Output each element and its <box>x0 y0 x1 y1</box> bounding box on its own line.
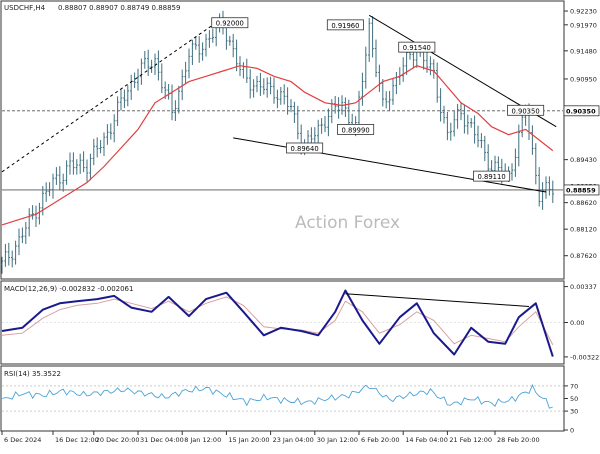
pivot-label-box <box>507 104 545 116</box>
pivot-label-box <box>211 17 249 29</box>
rsi-line <box>1 383 553 409</box>
price-axis-label: 0.92230 <box>570 8 597 16</box>
pivot-label-box <box>337 124 375 135</box>
time-axis-label: 14 Feb 04:00 <box>405 436 448 444</box>
macd-axis-label: 0.00337 <box>570 283 597 291</box>
price-level-tag <box>563 105 600 117</box>
pivot-label-box <box>286 142 324 154</box>
pivot-label: 0.91960 <box>331 22 359 30</box>
pivot-label: 0.92000 <box>216 20 244 28</box>
pivot-label: 0.91540 <box>403 44 431 52</box>
price-axis-label: 0.87620 <box>570 252 597 260</box>
time-axis-label: 15 Jan 20:00 <box>228 436 269 444</box>
price-axis-label: 0.90950 <box>570 75 597 83</box>
ohlc-values: 0.88807 0.88907 0.88749 0.88859 <box>58 4 180 12</box>
macd-title: MACD(12,26,9) -0.002832 -0.002061 <box>4 285 133 293</box>
macd-line <box>1 289 554 357</box>
trendline <box>233 137 547 193</box>
time-axis-label: 16 Dec 12:00 <box>55 436 99 444</box>
price-level-tag <box>563 184 600 196</box>
pivot-label-box <box>473 170 511 182</box>
rsi-axis-label: 50 <box>570 395 578 403</box>
time-axis-label: 8 Jan 12:00 <box>184 436 221 444</box>
price-axis-label: 0.89430 <box>570 156 597 164</box>
time-axis-label: 20 Dec 20:00 <box>96 436 140 444</box>
time-axis-label: 23 Jan 04:00 <box>273 436 314 444</box>
time-axis-label: 28 Feb 20:00 <box>497 436 540 444</box>
price-axis-label: 0.91480 <box>570 47 597 55</box>
time-axis-label: 30 Jan 12:00 <box>317 436 358 444</box>
price-panel-frame <box>0 0 565 280</box>
rsi-title: RSI(14) 35.3522 <box>4 370 61 378</box>
price-axis-label: 0.88120 <box>570 226 597 234</box>
pivot-label-box <box>398 41 436 53</box>
price-level-label: 0.90350 <box>566 107 596 115</box>
rsi-axis-label: 0 <box>570 427 574 435</box>
macd-axis-label: 0.00 <box>570 319 584 327</box>
time-axis-label: 6 Dec 2024 <box>4 436 41 444</box>
time-axis-label: 21 Feb 12:00 <box>449 436 492 444</box>
price-level-label: 0.88859 <box>566 186 596 194</box>
rsi-axis-label: 30 <box>570 408 578 416</box>
pivot-label: 0.89110 <box>478 173 506 181</box>
macd-trendline <box>345 293 530 308</box>
trendline <box>1 17 224 173</box>
moving-average-line <box>1 65 554 226</box>
time-axis-label: 31 Dec 04:00 <box>140 436 184 444</box>
pivot-label: 0.90350 <box>512 107 540 115</box>
pivot-label: 0.89990 <box>342 126 370 134</box>
symbol-label: USDCHF,H4 <box>4 4 46 12</box>
price-axis-label: 0.88620 <box>570 199 597 207</box>
price-axis-label: 0.91970 <box>570 21 597 29</box>
time-axis-label: 6 Feb 20:00 <box>361 436 400 444</box>
rsi-axis-label: 70 <box>570 382 578 390</box>
pivot-label: 0.89640 <box>291 145 319 153</box>
watermark: Action Forex <box>295 213 400 233</box>
pivot-label-box <box>326 19 364 31</box>
